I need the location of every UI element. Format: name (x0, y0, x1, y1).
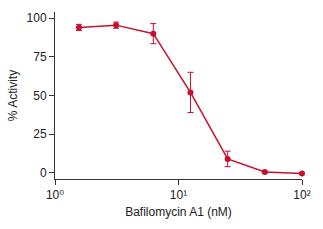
svg-text:% Activity: % Activity (6, 70, 20, 121)
svg-text:100: 100 (27, 11, 47, 25)
svg-text:10⁰: 10⁰ (46, 188, 64, 202)
svg-text:Bafilomycin A1 (nM): Bafilomycin A1 (nM) (125, 205, 232, 219)
svg-text:10¹: 10¹ (170, 188, 187, 202)
svg-text:10²: 10² (293, 188, 310, 202)
svg-text:75: 75 (33, 50, 47, 64)
svg-text:25: 25 (33, 127, 47, 141)
svg-text:50: 50 (33, 89, 47, 103)
svg-text:0: 0 (40, 166, 47, 180)
